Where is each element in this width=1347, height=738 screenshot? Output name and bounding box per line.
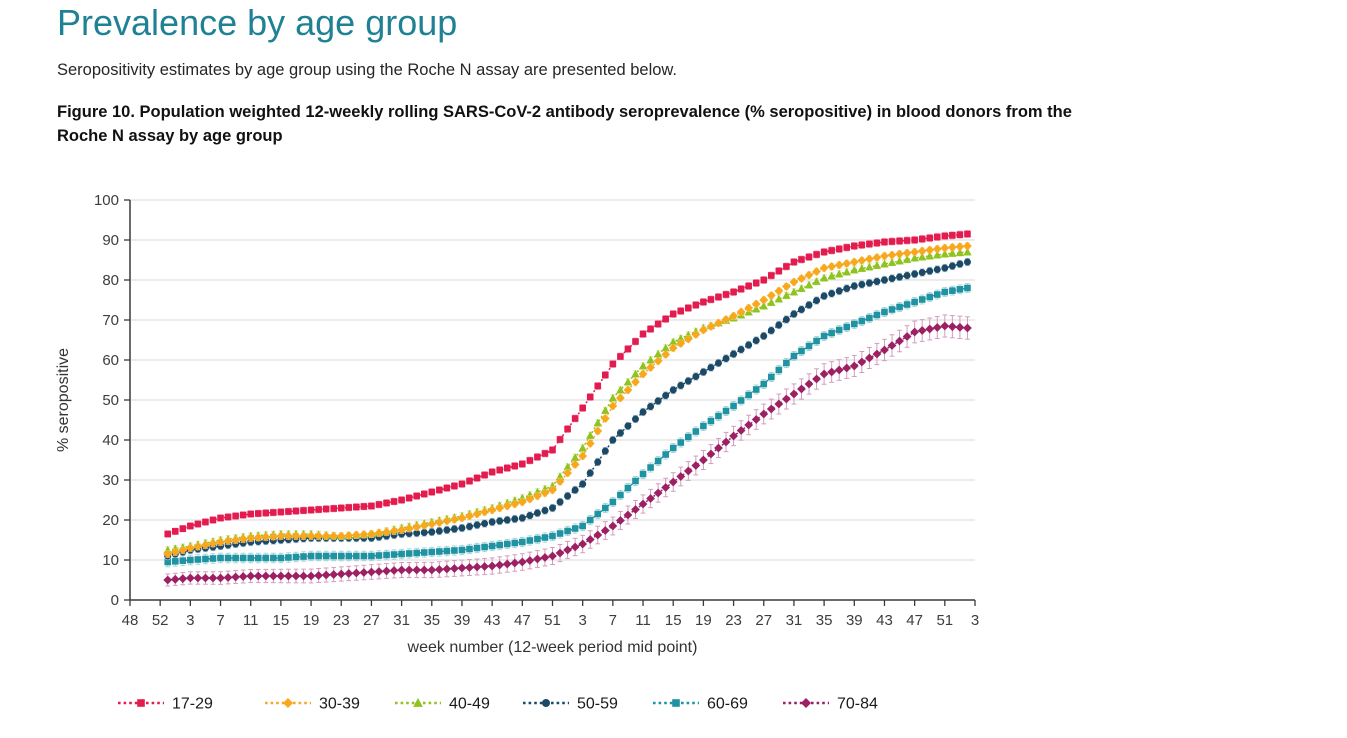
x-tick-label: 3 — [186, 612, 194, 629]
series-17-29 — [164, 229, 971, 538]
x-tick-label: 11 — [635, 612, 651, 629]
legend-label: 50-59 — [577, 696, 618, 713]
x-tick-label: 19 — [303, 612, 320, 629]
series-60-69 — [164, 283, 971, 568]
y-tick-label: 30 — [102, 472, 119, 489]
x-tick-label: 23 — [725, 612, 742, 629]
x-tick-label: 15 — [273, 612, 290, 629]
x-tick-label: 47 — [514, 612, 531, 629]
x-tick-label: 3 — [579, 612, 587, 629]
x-tick-label: 27 — [755, 612, 772, 629]
x-tick-label: 43 — [484, 612, 501, 629]
y-tick-label: 40 — [102, 432, 119, 449]
series-70-84 — [163, 314, 972, 587]
legend-item-50-59: 50-59 — [523, 696, 618, 713]
x-tick-label: 51 — [936, 612, 953, 629]
x-tick-label: 39 — [846, 612, 863, 629]
x-tick-label: 7 — [216, 612, 224, 629]
legend-label: 40-49 — [449, 696, 490, 713]
x-tick-label: 47 — [906, 612, 923, 629]
x-axis-title: week number (12-week period mid point) — [407, 639, 698, 656]
series-40-49 — [163, 247, 972, 554]
y-tick-label: 10 — [102, 552, 119, 569]
page-title: Prevalence by age group — [57, 2, 458, 43]
figure-caption-line1: Figure 10. Population weighted 12-weekly… — [57, 103, 1072, 121]
intro-text: Seropositivity estimates by age group us… — [57, 61, 678, 79]
x-tick-label: 7 — [609, 612, 617, 629]
legend-item-40-49: 40-49 — [395, 696, 490, 713]
x-tick-label: 31 — [786, 612, 803, 629]
legend-item-30-39: 30-39 — [265, 696, 360, 713]
y-tick-label: 80 — [102, 272, 119, 289]
x-tick-label: 3 — [971, 612, 979, 629]
legend-item-17-29: 17-29 — [118, 696, 213, 713]
y-tick-label: 20 — [102, 512, 119, 529]
x-tick-label: 11 — [243, 612, 259, 629]
legend-label: 17-29 — [172, 696, 213, 713]
y-axis-title: % seropositive — [55, 348, 72, 452]
x-tick-label: 52 — [152, 612, 169, 629]
x-tick-label: 35 — [423, 612, 440, 629]
x-tick-label: 27 — [363, 612, 380, 629]
x-tick-label: 31 — [393, 612, 410, 629]
legend-label: 70-84 — [837, 696, 878, 713]
x-tick-label: 43 — [876, 612, 893, 629]
legend-label: 60-69 — [707, 696, 748, 713]
x-tick-label: 35 — [816, 612, 833, 629]
y-tick-label: 100 — [94, 192, 119, 209]
legend-item-70-84: 70-84 — [783, 696, 878, 713]
y-tick-label: 50 — [102, 392, 119, 409]
legend-item-60-69: 60-69 — [653, 696, 748, 713]
y-tick-label: 70 — [102, 312, 119, 329]
x-tick-label: 15 — [665, 612, 682, 629]
x-tick-label: 48 — [122, 612, 139, 629]
gridlines — [130, 199, 975, 561]
x-tick-label: 19 — [695, 612, 712, 629]
legend-label: 30-39 — [319, 696, 360, 713]
figure-caption: Figure 10. Population weighted 12-weekly… — [57, 101, 1342, 149]
y-tick-label: 90 — [102, 232, 119, 249]
legend: 17-29 30-39 40-49 50-59 60-69 70-84 — [118, 696, 878, 713]
x-tick-label: 23 — [333, 612, 350, 629]
figure-10-chart: 0 10 20 30 40 50 60 70 80 90 100 48 52 3 7 11 15 19 23 27 31… — [50, 180, 1010, 730]
figure-caption-line2: Roche N assay by age group — [57, 126, 283, 145]
x-tick-label: 39 — [454, 612, 471, 629]
x-tick-label: 51 — [544, 612, 561, 629]
y-tick-label: 60 — [102, 352, 119, 369]
y-tick-label: 0 — [111, 592, 119, 609]
